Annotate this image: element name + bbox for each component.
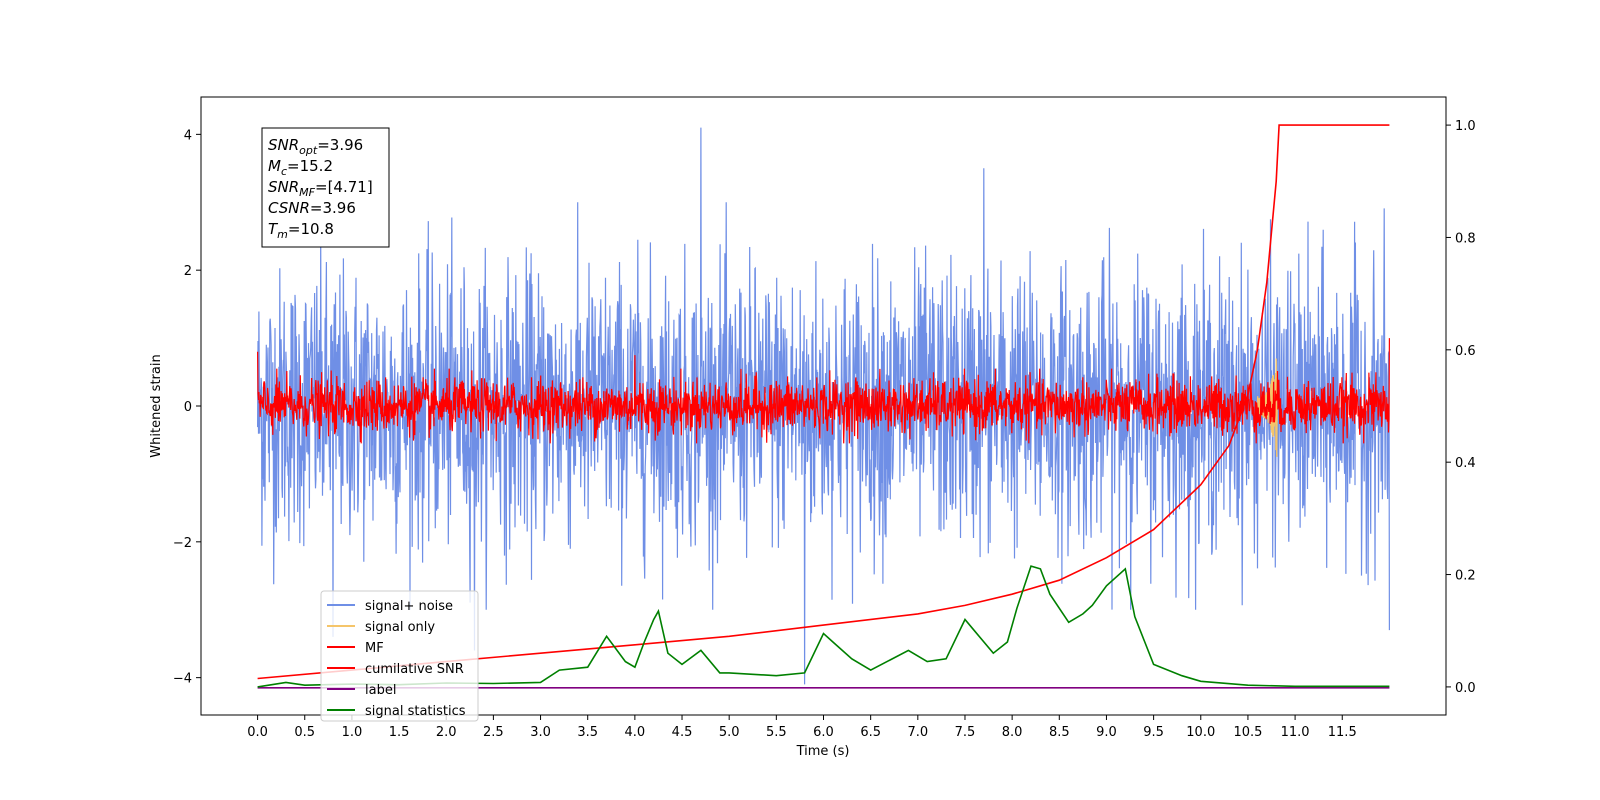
x-tick-label: 7.0	[907, 725, 928, 740]
legend-entry-label: signal statistics	[365, 704, 466, 719]
x-tick-label: 4.0	[625, 725, 646, 740]
y-right-tick-label: 0.6	[1455, 344, 1476, 359]
x-tick-label: 5.5	[766, 725, 787, 740]
x-tick-label: 6.5	[860, 725, 881, 740]
legend: signal+ noise signal only MF cumilative SNR…	[320, 590, 479, 722]
x-tick-label: 2.5	[483, 725, 504, 740]
y-right-tick-label: 0.8	[1455, 231, 1476, 246]
x-tick-label: 3.0	[530, 725, 551, 740]
legend-frame	[320, 590, 479, 722]
series-signal-statistics-line	[257, 565, 1390, 688]
x-tick-label: 9.0	[1096, 725, 1117, 740]
x-tick-label: 9.5	[1143, 725, 1164, 740]
info-box-line: Mc=15.2	[268, 157, 333, 178]
info-box-line: SNRopt=3.96	[268, 136, 363, 157]
x-tick-label: 8.5	[1049, 725, 1070, 740]
info-box-line: SNRMF=[4.71]	[268, 178, 373, 199]
x-tick-label: 5.0	[719, 725, 740, 740]
info-box-line: Tm=10.8	[268, 220, 334, 241]
x-axis-label: Time (s)	[796, 744, 850, 759]
x-tick-label: 11.5	[1328, 725, 1357, 740]
x-tick-label: 0.0	[247, 725, 268, 740]
x-tick-label: 11.0	[1281, 725, 1310, 740]
y-left-tick-label: 2	[184, 264, 192, 279]
x-tick-label: 1.0	[342, 725, 363, 740]
legend-entry-label: MF	[365, 641, 384, 656]
x-tick-label: 3.5	[577, 725, 598, 740]
legend-entry-label: signal only	[365, 620, 435, 635]
x-tick-label: 7.5	[955, 725, 976, 740]
legend-entry-label: label	[365, 683, 396, 698]
x-tick-label: 6.0	[813, 725, 834, 740]
y-right-tick-label: 0.4	[1455, 456, 1476, 471]
y-left-tick-label: 4	[184, 128, 192, 143]
x-tick-label: 4.5	[672, 725, 693, 740]
x-tick-label: 2.0	[436, 725, 457, 740]
x-tick-label: 1.5	[389, 725, 410, 740]
series-mf-line	[257, 338, 1390, 444]
plot-area	[257, 124, 1390, 689]
x-tick-label: 10.0	[1186, 725, 1215, 740]
y-right-tick-label: 0.2	[1455, 569, 1476, 584]
x-tick-label: 8.0	[1002, 725, 1023, 740]
y-left-tick-label: −2	[173, 536, 192, 551]
axes: 0.0 0.5 1.0 1.5 2.0 2.5 3.0 3.5 4.0 4.5 5.0 5.5 6.0 6…	[173, 119, 1476, 740]
x-tick-label: 0.5	[294, 725, 315, 740]
series-cumulative-snr-line	[257, 124, 1390, 680]
legend-entry-label: signal+ noise	[365, 599, 453, 614]
legend-entry-label: cumilative SNR	[365, 662, 464, 677]
y-axis-label: Whitened strain	[149, 354, 164, 457]
y-right-tick-label: 0.0	[1455, 681, 1476, 696]
y-right-tick-label: 1.0	[1455, 119, 1476, 134]
info-box-frame	[261, 127, 390, 248]
y-left-tick-label: −4	[173, 672, 192, 687]
info-box-line: CSNR=3.96	[268, 199, 356, 217]
x-tick-label: 10.5	[1233, 725, 1262, 740]
y-left-tick-label: 0	[184, 400, 192, 415]
